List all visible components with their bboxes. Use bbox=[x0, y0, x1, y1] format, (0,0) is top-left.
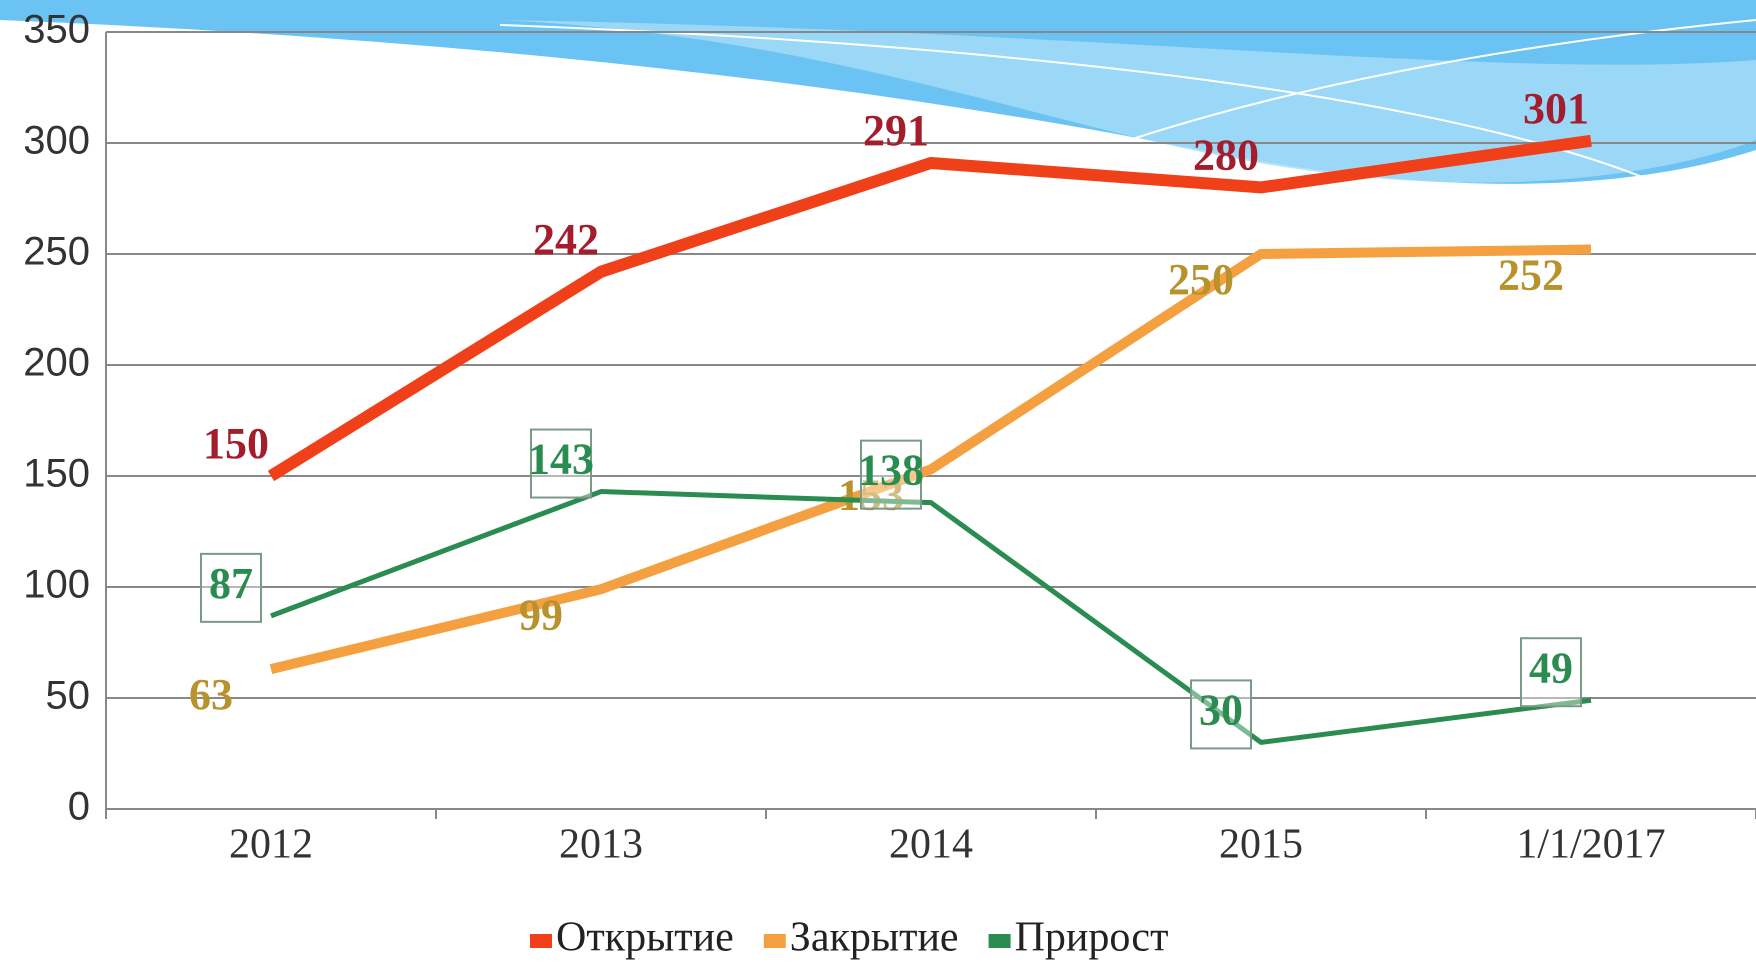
data-label: 87 bbox=[209, 559, 253, 608]
data-label: 138 bbox=[858, 446, 924, 495]
data-label: 280 bbox=[1193, 130, 1259, 179]
data-label: 49 bbox=[1529, 643, 1573, 692]
data-label-box bbox=[530, 428, 592, 499]
y-tick-label: 350 bbox=[23, 8, 90, 52]
y-tick-label: 300 bbox=[23, 119, 90, 163]
data-label: 252 bbox=[1498, 251, 1564, 300]
data-label: 150 bbox=[203, 419, 269, 468]
y-tick-label: 150 bbox=[23, 452, 90, 496]
legend-label: Открытие bbox=[556, 915, 734, 961]
legend-label: Прирост bbox=[1015, 915, 1169, 961]
legend-swatch bbox=[530, 934, 552, 948]
data-label: 291 bbox=[863, 106, 929, 155]
data-label: 250 bbox=[1168, 255, 1234, 304]
data-label-box bbox=[200, 552, 262, 623]
y-tick-label: 50 bbox=[46, 674, 91, 718]
y-tick-label: 250 bbox=[23, 230, 90, 274]
data-label: 99 bbox=[519, 590, 563, 639]
data-label: 153 bbox=[838, 470, 904, 519]
legend-label: Закрытие bbox=[790, 915, 959, 961]
data-label-box bbox=[1520, 637, 1582, 708]
data-label-box bbox=[1190, 679, 1252, 750]
data-label: 63 bbox=[189, 670, 233, 719]
y-tick-label: 0 bbox=[68, 785, 90, 829]
data-label-box bbox=[860, 439, 922, 510]
x-tick-label: 1/1/2017 bbox=[1516, 822, 1665, 868]
series-line bbox=[270, 489, 1592, 745]
series-line bbox=[269, 244, 1592, 674]
data-label: 301 bbox=[1523, 84, 1589, 133]
x-tick-label: 2012 bbox=[229, 822, 313, 868]
x-tick-label: 2015 bbox=[1219, 822, 1303, 868]
y-tick-label: 100 bbox=[23, 563, 90, 607]
legend-swatch bbox=[988, 934, 1011, 948]
background-wave bbox=[0, 0, 1756, 184]
legend-swatch bbox=[763, 934, 786, 948]
x-tick-label: 2013 bbox=[559, 822, 643, 868]
x-tick-label: 2014 bbox=[889, 822, 973, 868]
data-label: 143 bbox=[528, 435, 594, 484]
data-label: 242 bbox=[533, 215, 599, 264]
series-line bbox=[267, 134, 1592, 482]
y-tick-label: 200 bbox=[23, 341, 90, 385]
data-label: 30 bbox=[1199, 685, 1243, 734]
